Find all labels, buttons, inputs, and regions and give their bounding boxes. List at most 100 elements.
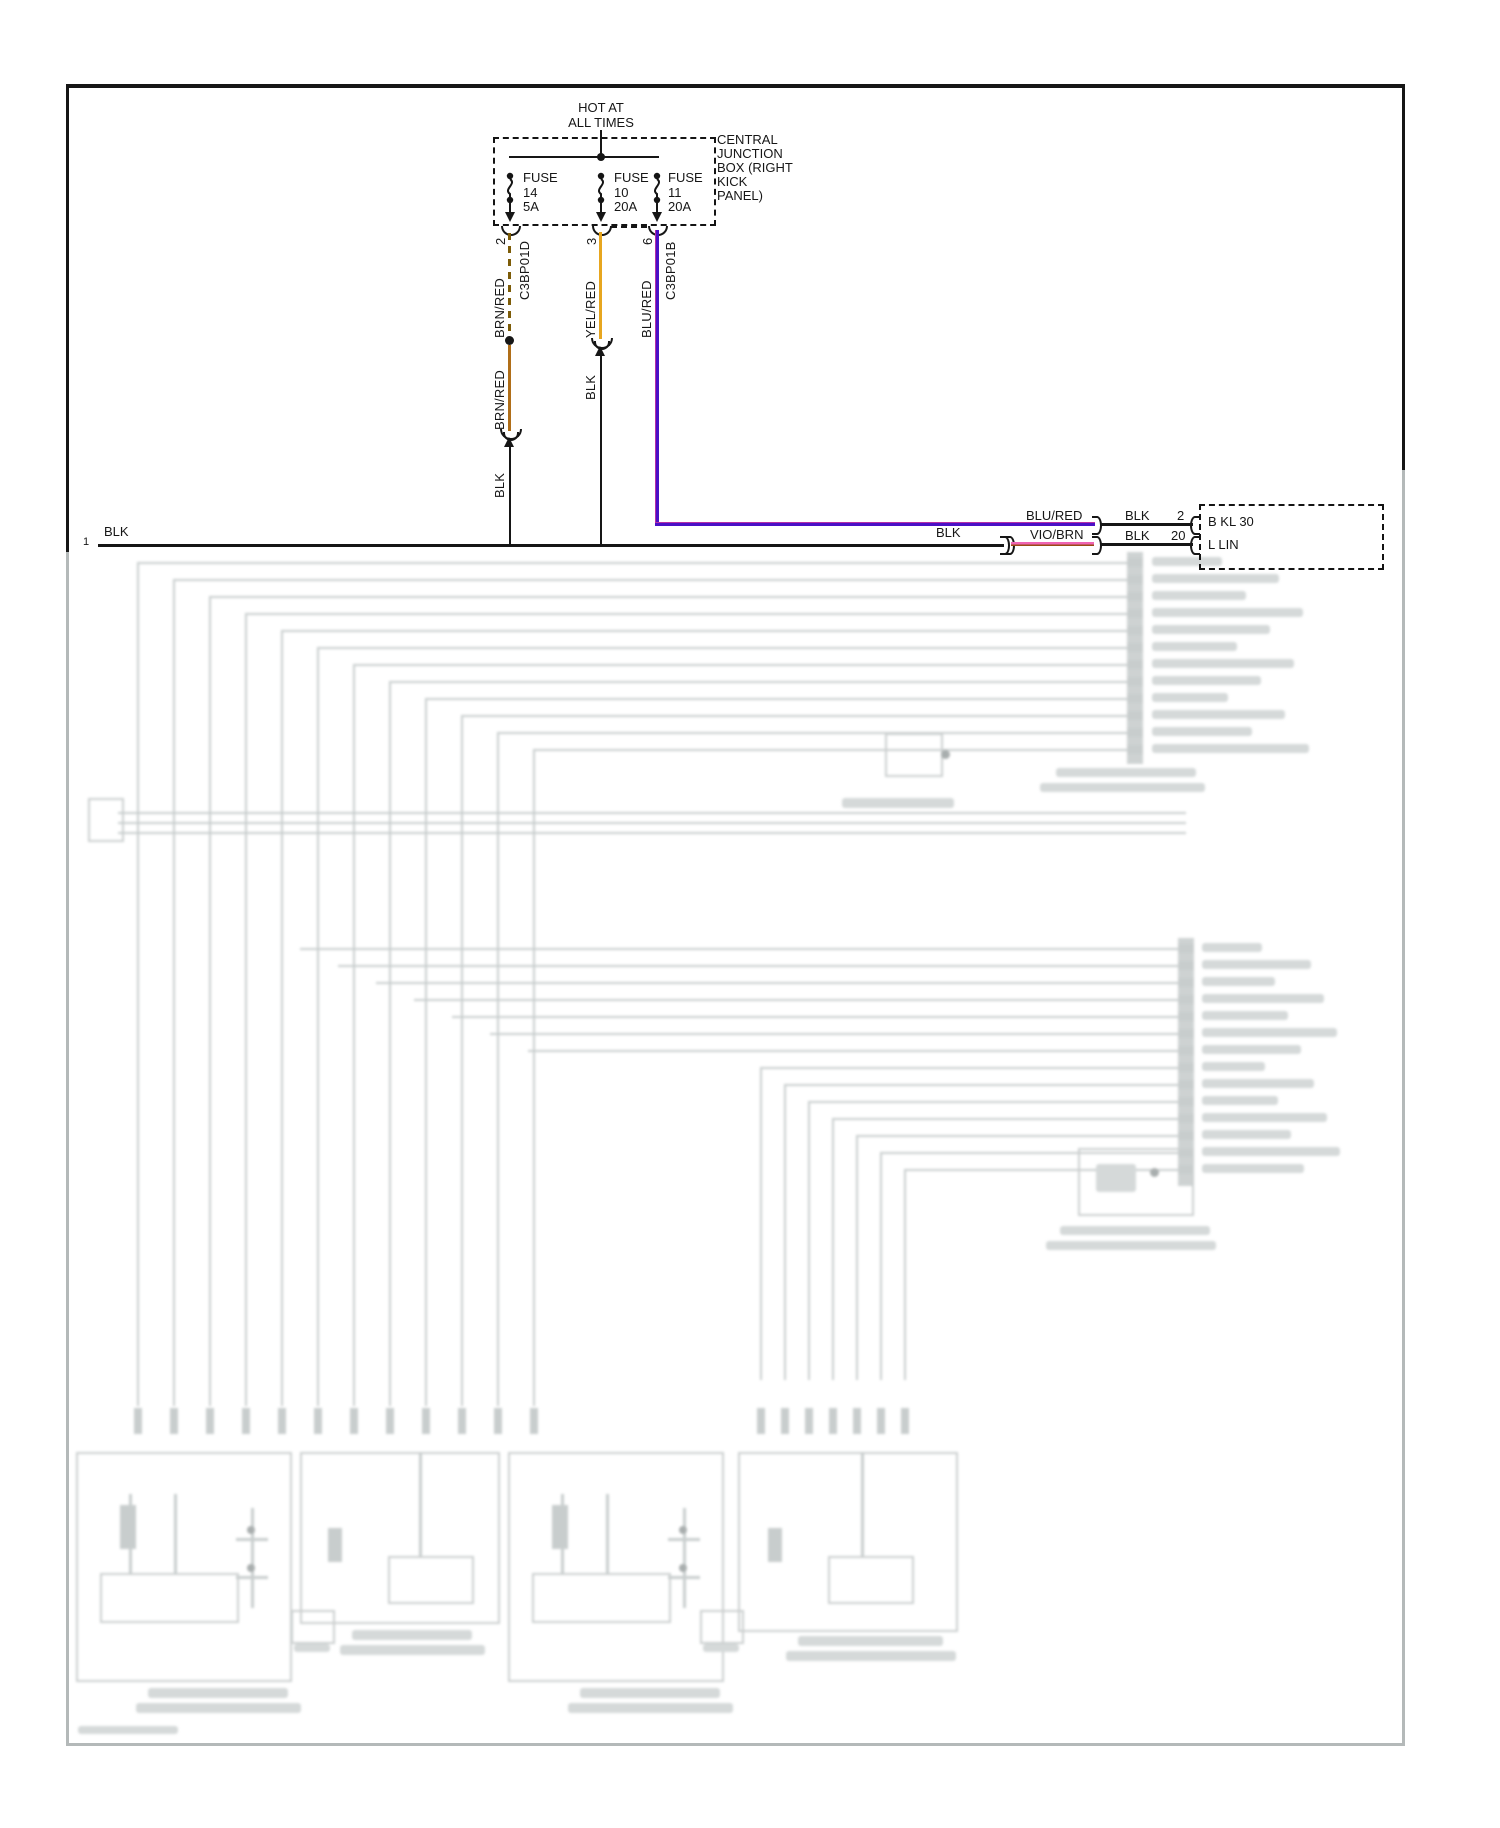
faded-box — [508, 1452, 724, 1682]
faded-wire-segment — [174, 1494, 177, 1574]
faded-label — [1202, 1045, 1301, 1054]
faded-wire-segment — [904, 1169, 906, 1380]
cjb-label-line: PANEL) — [717, 188, 763, 203]
faded-pin — [1127, 592, 1143, 601]
faded-box — [388, 1556, 474, 1604]
faded-wire-segment — [389, 681, 1135, 683]
faded-box — [738, 1452, 958, 1632]
blk-wire — [509, 446, 511, 546]
faded-box — [1078, 1148, 1194, 1216]
brn-red-wire — [508, 345, 511, 431]
faded-dot — [247, 1564, 255, 1572]
faded-wire-segment — [668, 1538, 700, 1541]
down-arrow-icon — [652, 212, 662, 222]
faded-wire-segment — [832, 1118, 1186, 1120]
faded-label — [1202, 1130, 1291, 1139]
faded-pin — [1178, 1029, 1194, 1038]
faded-wire-segment — [856, 1135, 1186, 1137]
faded-box — [88, 798, 124, 842]
faded-label — [1152, 676, 1261, 685]
faded-wire-segment — [300, 948, 1186, 950]
faded-pin — [1127, 626, 1143, 635]
faded-box — [885, 733, 943, 777]
faded-box — [700, 1610, 744, 1644]
faded-label — [1202, 1079, 1314, 1088]
faded-pin — [1178, 1165, 1194, 1174]
wire-color-label: BLK — [104, 524, 129, 539]
fuse-11-output-stub — [656, 202, 658, 214]
pin-number-label: 2 — [493, 237, 508, 245]
faded-box — [291, 1610, 335, 1644]
fuse-number: 10 — [614, 184, 629, 200]
faded-pin — [805, 1408, 813, 1434]
fuse-11-label: FUSE 11 20A — [668, 170, 703, 215]
faded-pin — [1127, 728, 1143, 737]
faded-label — [1060, 1226, 1210, 1235]
faded-wire-segment — [668, 1576, 700, 1579]
faded-wire-segment — [861, 1452, 864, 1556]
faded-label — [1202, 1147, 1340, 1156]
faded-pin — [1127, 609, 1143, 618]
fuse-10-label: FUSE 10 20A — [614, 170, 649, 215]
faded-pin — [1178, 1148, 1194, 1157]
junction-dot — [597, 153, 605, 161]
faded-box — [76, 1452, 292, 1682]
faded-label — [1152, 710, 1285, 719]
fuse-14-icon — [506, 172, 514, 204]
faded-wire-segment — [317, 647, 1135, 649]
faded-wire-segment — [414, 999, 1186, 1001]
faded-pin — [386, 1408, 394, 1434]
faded-label — [1040, 783, 1205, 792]
faded-label — [1152, 727, 1252, 736]
faded-wire-segment — [497, 732, 499, 1406]
faded-pin — [781, 1408, 789, 1434]
blu-red-wire-horizontal — [655, 522, 1095, 526]
faded-label — [78, 1726, 178, 1734]
connector-id-label: C3BP01D — [517, 240, 532, 300]
faded-pin — [314, 1408, 322, 1434]
central-junction-box-outline — [493, 137, 716, 226]
faded-pin — [1178, 978, 1194, 987]
faded-pin — [877, 1408, 885, 1434]
faded-wire-segment — [552, 1505, 568, 1549]
faded-wire-segment — [353, 664, 1135, 666]
module-terminal-label: B KL 30 — [1208, 514, 1254, 529]
faded-label — [1202, 1164, 1304, 1173]
fuse-11-icon — [653, 172, 661, 204]
faded-pin — [1178, 1063, 1194, 1072]
faded-label — [1202, 943, 1262, 952]
pin-number-label: 2 — [1177, 508, 1185, 523]
frame-right-border-lower — [1402, 470, 1405, 1746]
connector-dashed-link — [611, 226, 647, 228]
faded-wire-segment — [419, 1452, 422, 1556]
faded-wire-segment — [760, 1067, 1186, 1069]
faded-pin — [350, 1408, 358, 1434]
faded-label — [1202, 1096, 1278, 1105]
pin-number-label: 20 — [1171, 528, 1186, 543]
faded-wire-segment — [760, 1067, 762, 1380]
faded-pin — [1178, 1012, 1194, 1021]
faded-wire-segment — [461, 715, 463, 1406]
faded-label — [1202, 1028, 1337, 1037]
faded-box — [300, 1452, 500, 1624]
frame-top-border — [66, 84, 1405, 88]
faded-wire-segment — [425, 698, 427, 1406]
faded-wire-segment — [768, 1528, 782, 1562]
faded-label — [1046, 1241, 1216, 1250]
faded-pin — [1178, 944, 1194, 953]
power-source-line2: ALL TIMES — [568, 115, 634, 130]
faded-pin — [134, 1408, 142, 1434]
faded-pin — [829, 1408, 837, 1434]
fuse-14-label: FUSE 14 5A — [523, 170, 558, 215]
faded-wire-segment — [808, 1101, 810, 1380]
faded-wire-segment — [497, 732, 1135, 734]
brn-red-dashed-wire — [508, 233, 511, 337]
faded-dot — [247, 1526, 255, 1534]
module-terminal-box — [1199, 504, 1384, 570]
faded-pin — [901, 1408, 909, 1434]
vio-brn-wire — [1011, 542, 1094, 546]
power-feed-wire — [600, 130, 602, 158]
faded-label — [1152, 659, 1294, 668]
module-connector-icon — [1190, 516, 1200, 535]
